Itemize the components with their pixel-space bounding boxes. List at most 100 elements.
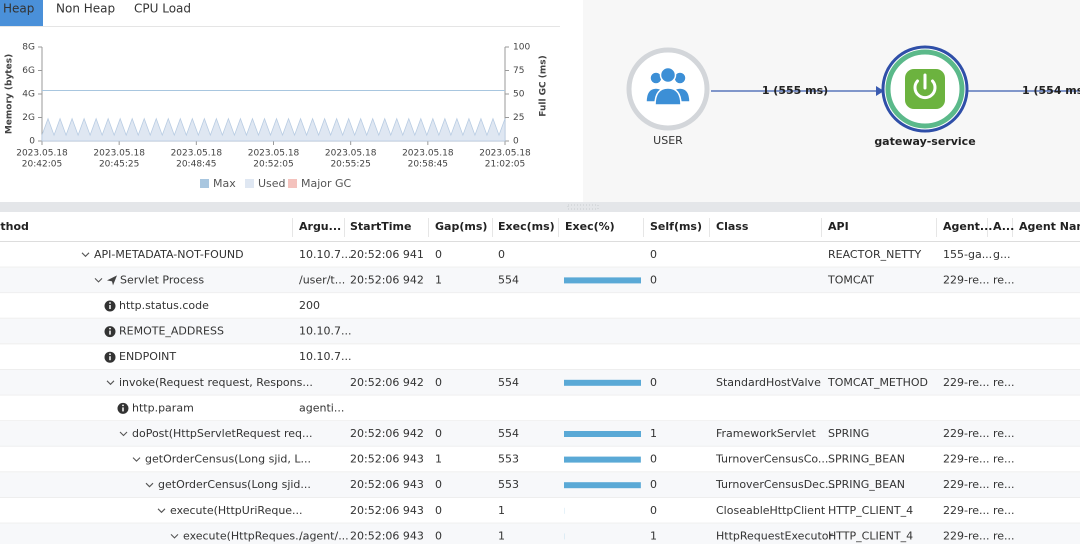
self-cell: 0 <box>650 504 657 517</box>
info-icon-dot <box>109 302 111 304</box>
expand-caret[interactable] <box>132 457 141 462</box>
class-cell: FrameworkServlet <box>716 427 816 440</box>
column-header[interactable]: A... <box>993 220 1014 233</box>
y2-tick-label: 0 <box>513 137 519 147</box>
info-icon-dot <box>109 353 111 356</box>
legend-label[interactable]: Used <box>258 177 286 190</box>
tab-label[interactable]: Non Heap <box>56 2 115 16</box>
expand-caret[interactable] <box>170 534 179 539</box>
self-cell: 0 <box>650 478 657 491</box>
x-tick-label: 20:52:05 <box>253 160 293 170</box>
x-tick-label: 20:42:05 <box>22 160 62 170</box>
method-cell: ENDPOINT <box>119 350 176 363</box>
api-cell: REACTOR_NETTY <box>828 248 922 261</box>
used-area <box>41 117 506 142</box>
agent-cell: 229-re... <box>943 504 990 517</box>
args-cell: /agent/... <box>299 529 349 542</box>
exec-cell: 553 <box>498 478 519 491</box>
tab-active[interactable] <box>0 0 43 26</box>
table-row[interactable] <box>0 523 1080 544</box>
expand-caret[interactable] <box>157 508 166 514</box>
gap-cell: 0 <box>435 427 442 440</box>
node-label[interactable]: USER <box>653 134 683 147</box>
method-cell: REMOTE_ADDRESS <box>119 325 224 338</box>
table-row[interactable] <box>0 421 1080 447</box>
gap-cell: 0 <box>435 248 442 261</box>
args-cell: 10.10.7... <box>299 325 351 338</box>
table-row[interactable] <box>0 344 1080 370</box>
node-label[interactable]: gateway-service <box>874 135 975 148</box>
table-row[interactable] <box>0 446 1080 473</box>
legend-label[interactable]: Major GC <box>301 177 352 190</box>
class-cell: CloseableHttpClient <box>716 504 826 517</box>
method-cell: getOrderCensus(Long sjid... <box>158 478 311 491</box>
column-header[interactable]: Method <box>0 220 29 233</box>
edge-label[interactable]: 1 (555 ms) <box>762 84 828 97</box>
column-header[interactable]: StartTime <box>350 220 411 233</box>
api-cell: HTTP_CLIENT_4 <box>828 504 913 517</box>
gap-cell: 0 <box>435 376 442 389</box>
class-cell: TurnoverCensusCo... <box>715 453 828 466</box>
class-cell: TurnoverCensusDec... <box>715 478 835 491</box>
column-header[interactable]: Class <box>716 220 749 233</box>
edge-arrow <box>876 86 884 96</box>
self-cell: 0 <box>650 453 657 466</box>
tab-label[interactable]: Heap <box>3 2 34 16</box>
expand-caret[interactable] <box>119 431 128 437</box>
table-row[interactable] <box>0 472 1080 498</box>
table-row[interactable] <box>0 267 1080 294</box>
column-header[interactable]: Exec(ms) <box>498 220 555 233</box>
agent-cell: 229-re... <box>943 529 990 542</box>
y2-axis-label: Full GC (ms) <box>539 55 549 117</box>
exec-bar <box>564 277 641 284</box>
gap-cell: 1 <box>435 273 442 286</box>
args-cell: 200 <box>299 299 320 312</box>
tab-label[interactable]: CPU Load <box>134 2 191 16</box>
expand-caret[interactable] <box>81 252 90 258</box>
column-header[interactable]: Self(ms) <box>650 220 702 233</box>
column-header[interactable]: Gap(ms) <box>435 220 487 233</box>
a-cell: re... <box>993 478 1015 491</box>
exec-bar <box>564 456 641 463</box>
table-row[interactable] <box>0 293 1080 319</box>
edge-label[interactable]: 1 (554 ms) <box>1022 84 1080 97</box>
expand-caret[interactable] <box>106 380 115 386</box>
expand-caret[interactable] <box>145 482 154 488</box>
y-tick-label: 8G <box>22 43 35 53</box>
table-row[interactable] <box>0 395 1080 422</box>
api-cell: HTTP_CLIENT_4 <box>828 529 913 542</box>
column-header[interactable]: Agent... <box>943 220 992 233</box>
exec-bar <box>564 379 641 386</box>
method-cell: API-METADATA-NOT-FOUND <box>94 248 244 261</box>
args-cell: agenti... <box>299 401 344 414</box>
table-row[interactable] <box>0 242 1080 268</box>
method-cell: http.param <box>132 401 194 414</box>
column-header[interactable]: API <box>828 220 849 233</box>
args-cell: /user/t... <box>299 273 345 286</box>
table-row[interactable] <box>0 370 1080 396</box>
legend-swatch <box>200 179 209 188</box>
y2-tick-label: 50 <box>513 90 525 100</box>
splitter-handle <box>567 204 599 210</box>
legend-swatch <box>288 179 297 188</box>
gap-cell: 0 <box>435 478 442 491</box>
y-tick-label: 6G <box>22 66 35 76</box>
y-axis-label: Memory (bytes) <box>5 54 15 134</box>
start-cell: 20:52:06 941 <box>350 248 424 261</box>
column-header[interactable]: Agent Name <box>1019 220 1080 233</box>
expand-caret[interactable] <box>94 278 103 283</box>
call-tree-table: Method Argu... StartTime Gap(ms) Exec(ms) Exe… <box>0 213 1080 544</box>
service-icon-power <box>913 79 937 100</box>
self-cell: 0 <box>650 376 657 389</box>
column-header[interactable]: Exec(%) <box>565 220 615 233</box>
table-row[interactable] <box>0 318 1080 345</box>
x-tick-label: 20:58:45 <box>408 160 448 170</box>
agent-cell: 229-re... <box>943 273 990 286</box>
agent-cell: 229-re... <box>943 376 990 389</box>
column-header[interactable]: Argu... <box>299 220 341 233</box>
table-row[interactable] <box>0 498 1080 524</box>
x-tick-label: 2023.05.18 <box>93 149 145 159</box>
start-cell: 20:52:06 942 <box>350 273 424 286</box>
legend-label[interactable]: Max <box>213 177 236 190</box>
